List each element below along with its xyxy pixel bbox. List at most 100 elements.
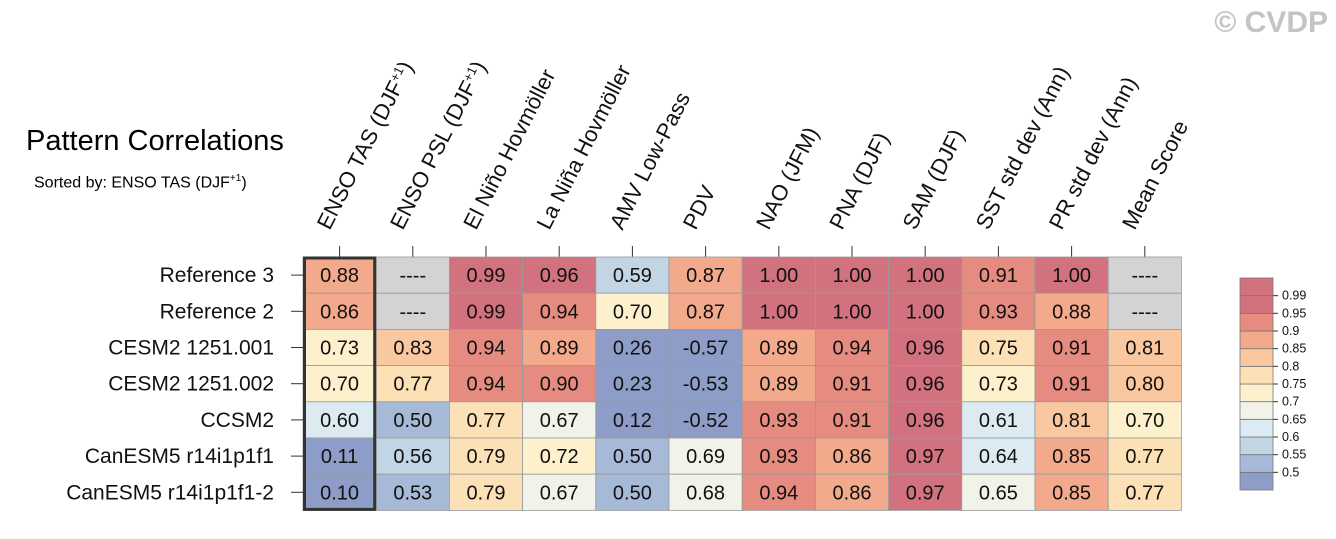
colorbar-label: 0.55	[1282, 448, 1306, 462]
heatmap-cell	[375, 365, 450, 403]
cell-value: 0.99	[467, 301, 506, 323]
heatmap-cell	[741, 292, 816, 330]
cell-value: 0.86	[833, 482, 872, 504]
colorbar: 0.99 0.95 0.9 0.85 0.8 0.75 0.7 0.65 0.6 0.55 0.5	[1239, 277, 1306, 491]
heatmap-cell	[741, 401, 816, 439]
heatmap-cell	[961, 365, 1036, 403]
cell-value: 0.91	[979, 265, 1018, 287]
cell-value: ----	[399, 265, 426, 287]
colorbar-swatch	[1239, 454, 1274, 473]
heatmap-cell	[448, 401, 523, 439]
cell-value: 0.81	[1052, 410, 1091, 432]
colorbar-label: 0.8	[1282, 359, 1299, 373]
colorbar-swatch	[1239, 471, 1274, 491]
heatmap-cell	[448, 473, 523, 511]
heatmap-cell	[1107, 365, 1182, 403]
cell-value: 0.50	[393, 410, 432, 432]
subtitle-suffix: )	[241, 174, 247, 192]
cell-value: 0.70	[613, 301, 652, 323]
heatmap-cell	[595, 292, 670, 330]
cell-value: 0.96	[906, 410, 945, 432]
column-label: SAM (DJF)	[897, 125, 969, 233]
heatmap-cell	[815, 437, 890, 475]
cell-value: 0.77	[1125, 482, 1164, 504]
heatmap-cell	[961, 473, 1036, 511]
cell-value: 0.72	[540, 446, 579, 468]
heatmap-cell	[1107, 328, 1182, 366]
cell-value: 0.56	[393, 446, 432, 468]
heatmap-cell	[375, 292, 450, 330]
cell-value: 0.11	[321, 446, 358, 468]
cell-value: 0.96	[906, 338, 945, 360]
heatmap-cell	[888, 365, 963, 403]
cell-value: 0.60	[320, 410, 359, 432]
colorbar-swatch	[1239, 330, 1274, 350]
colorbar-label: 0.95	[1282, 306, 1306, 320]
cell-value: 0.53	[393, 482, 432, 504]
heatmap-cell	[448, 256, 523, 294]
cell-value: 0.89	[759, 338, 798, 360]
cell-value: 0.87	[686, 265, 725, 287]
cell-value: 0.99	[467, 265, 506, 287]
row-labels: Reference 3 Reference 2 CESM2 1251.001 CESM…	[66, 264, 303, 504]
cell-value: 0.88	[320, 265, 359, 287]
cell-value: 0.81	[1125, 338, 1164, 360]
colorbar-label: 0.6	[1282, 430, 1299, 444]
cell-value: 0.91	[1052, 338, 1091, 360]
heatmap-cell	[741, 473, 816, 511]
heatmap-cell	[1107, 437, 1182, 475]
heatmap-cell	[1034, 292, 1109, 330]
colorbar-label: 0.65	[1282, 412, 1306, 426]
cell-value: 0.97	[906, 482, 945, 504]
colorbar-swatch	[1239, 418, 1274, 438]
heatmap-cell	[668, 365, 743, 403]
cell-value: 0.79	[467, 482, 506, 504]
heatmap-cell	[961, 437, 1036, 475]
cell-value: 0.91	[833, 374, 872, 396]
heatmap-cell	[1034, 473, 1109, 511]
cell-value: -0.57	[683, 338, 729, 360]
cell-value: 0.50	[613, 446, 652, 468]
cell-value: 0.69	[686, 446, 725, 468]
row-label: CanESM5 r14i1p1f1-2	[66, 481, 274, 504]
cell-value: 1.00	[906, 301, 945, 323]
heatmap-cell	[1107, 256, 1182, 294]
cell-value: 0.73	[979, 374, 1018, 396]
chart-subtitle: Sorted by: ENSO TAS (DJF+1)	[34, 173, 247, 192]
cell-value: 0.79	[467, 446, 506, 468]
cell-value: 0.87	[686, 301, 725, 323]
subtitle-prefix: Sorted by: ENSO TAS (DJF	[34, 174, 230, 192]
row-label: CESM2 1251.001	[108, 337, 274, 360]
cell-value: 0.68	[686, 482, 725, 504]
heatmap-cell	[741, 437, 816, 475]
heatmap-cell	[741, 328, 816, 366]
cell-value: 0.50	[613, 482, 652, 504]
cell-value: 0.70	[320, 374, 359, 396]
cell-value: 0.90	[540, 374, 579, 396]
heatmap-cell	[961, 328, 1036, 366]
row-label: Reference 3	[160, 264, 274, 287]
cell-value: 0.91	[833, 410, 872, 432]
column-label: Mean Score	[1117, 116, 1193, 233]
heatmap-cell	[961, 292, 1036, 330]
heatmap-cells: 0.88 ---- 0.99 0.96 0.59 0.87 1.00 1.00 1.00 0.91…	[302, 256, 1182, 511]
colorbar-swatch	[1239, 348, 1274, 367]
heatmap-cell	[668, 437, 743, 475]
heatmap-cell	[888, 328, 963, 366]
heatmap-cell	[375, 328, 450, 366]
cell-value: 0.91	[1052, 374, 1091, 396]
cell-value: 0.94	[759, 482, 798, 504]
heatmap-cell	[375, 256, 450, 294]
heatmap-cell	[595, 473, 670, 511]
cell-value: 0.86	[833, 446, 872, 468]
heatmap-cell	[522, 328, 597, 366]
cell-value: 0.67	[540, 410, 579, 432]
cell-value: 0.93	[979, 301, 1018, 323]
cell-value: 0.93	[759, 410, 798, 432]
heatmap-cell	[741, 365, 816, 403]
colorbar-swatch	[1239, 277, 1274, 297]
cell-value: 0.70	[1125, 410, 1164, 432]
colorbar-label: 0.75	[1282, 377, 1306, 391]
heatmap-cell	[815, 365, 890, 403]
